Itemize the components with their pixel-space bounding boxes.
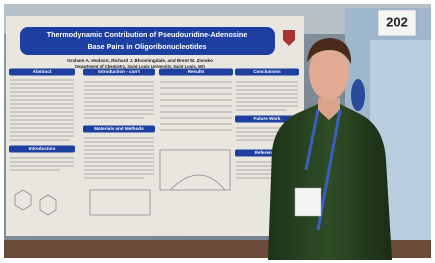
poster-title: Thermodynamic Contribution of Pseudourid…: [47, 30, 247, 39]
section-header: Introduction: [29, 146, 56, 151]
page: 202 Thermodynamic Contribution of Pseudo…: [0, 0, 435, 263]
photo: 202 Thermodynamic Contribution of Pseudo…: [0, 0, 435, 263]
section-header: Abstract: [33, 69, 52, 74]
section-header: Future Work: [254, 116, 281, 121]
section-header: Materials and Methods: [94, 126, 144, 131]
poster-affiliation: Department of Chemistry, Saint Louis Uni…: [75, 64, 205, 69]
background-person: [351, 79, 365, 111]
poster-authors: Graham A. Hudson, Richard J. Bloomingdal…: [67, 58, 213, 63]
name-badge: [295, 188, 321, 216]
board-number: 202: [386, 14, 408, 29]
section-header: Conclusions: [253, 69, 281, 74]
person-shirt: [268, 104, 392, 260]
section-header: Results: [188, 69, 205, 74]
section-header: Introduction - con't: [98, 69, 140, 74]
poster-title: Base Pairs in Oligoribonucleotides: [87, 42, 206, 51]
